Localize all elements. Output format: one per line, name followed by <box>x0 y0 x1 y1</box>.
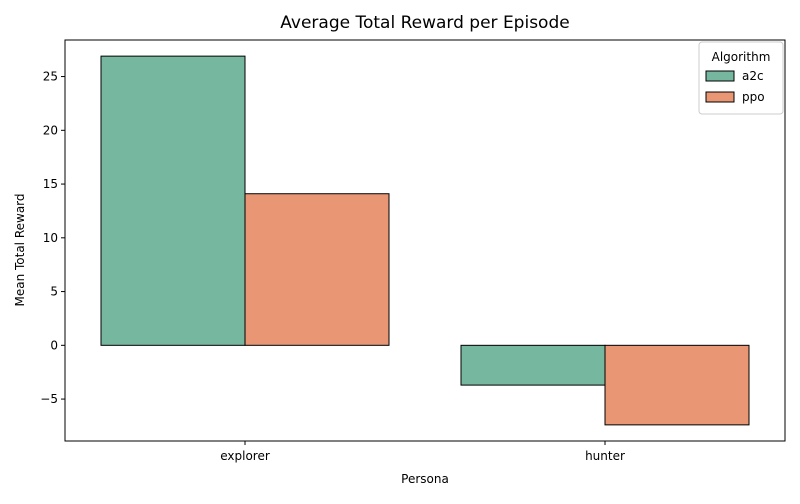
legend-swatch-a2c <box>705 70 735 82</box>
x-tick-label: hunter <box>585 449 625 463</box>
bar-ppo-hunter <box>604 344 750 426</box>
bar-ppo-explorer <box>244 193 390 346</box>
y-tick-label: 10 <box>43 231 58 245</box>
y-tick-label: 0 <box>50 338 58 352</box>
y-tick-label: 15 <box>43 177 58 191</box>
y-tick-label: 5 <box>50 285 58 299</box>
y-tick-label: 25 <box>43 70 58 84</box>
x-tick-label: explorer <box>220 449 270 463</box>
y-tick-label: 20 <box>43 123 58 137</box>
legend-title: Algorithm <box>712 50 771 64</box>
y-tick-label: −5 <box>40 392 58 406</box>
x-axis-label: Persona <box>401 472 449 486</box>
legend-label-a2c: a2c <box>742 69 764 83</box>
y-axis-label: Mean Total Reward <box>13 193 27 306</box>
legend-label-ppo: ppo <box>742 90 765 104</box>
chart-title: Average Total Reward per Episode <box>280 13 569 33</box>
bar-a2c-hunter <box>460 344 606 386</box>
bar-a2c-explorer <box>100 55 246 346</box>
legend: Algorithm a2c ppo <box>698 41 784 115</box>
legend-swatch-ppo <box>705 91 735 103</box>
plot-area: −5 0 5 10 15 20 25 explorer hunter <box>40 39 786 463</box>
axes-frame <box>64 39 786 442</box>
